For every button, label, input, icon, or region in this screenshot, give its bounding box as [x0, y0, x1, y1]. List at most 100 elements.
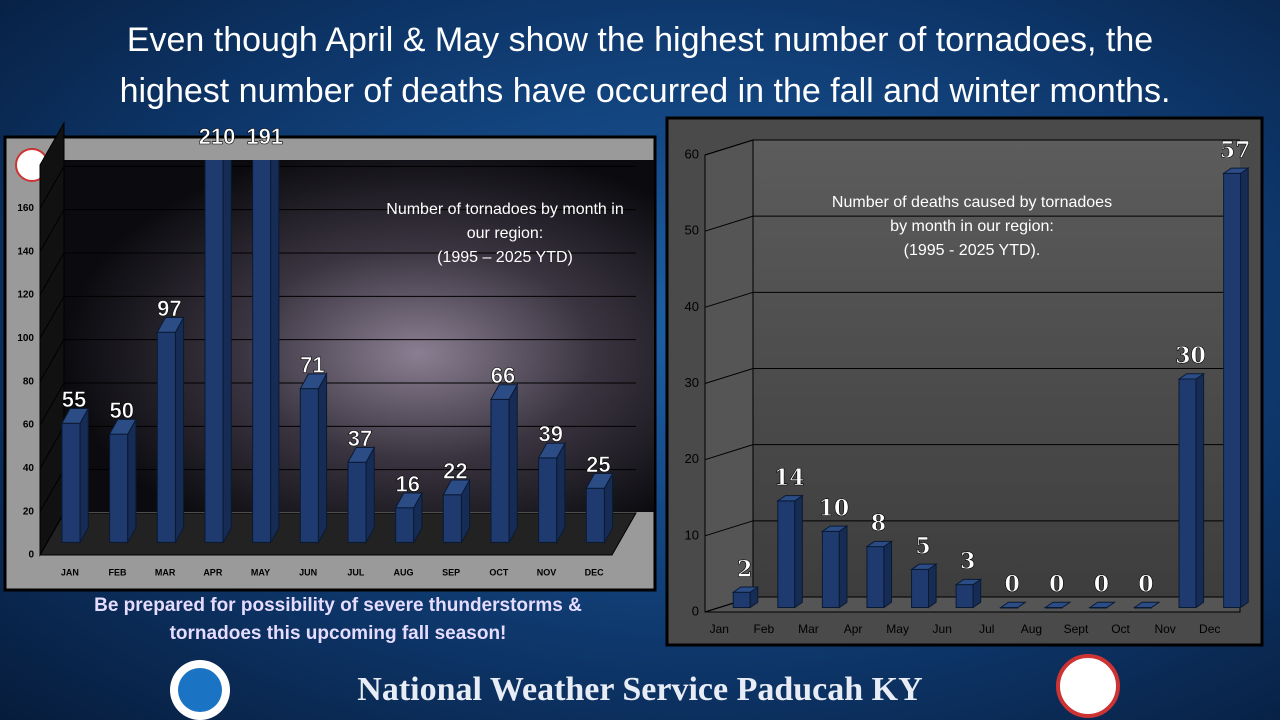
bars	[731, 167, 1250, 609]
value-label: 0	[1005, 572, 1020, 598]
nws-logo	[1056, 654, 1120, 718]
grid-line	[704, 444, 1240, 461]
value-label: 0	[1138, 572, 1153, 598]
x-tick-label: Dec	[1199, 622, 1220, 636]
bar-top	[61, 408, 90, 424]
bar	[156, 331, 176, 543]
value-label: 97	[157, 296, 181, 321]
note-line: Be prepared for possibility of severe th…	[94, 595, 582, 616]
bars	[61, 160, 614, 545]
value-label: 10	[819, 495, 850, 521]
grid-line	[39, 295, 636, 339]
grid-line	[39, 209, 636, 252]
y-tick-label: 100	[17, 333, 34, 344]
title-line: highest number of deaths have occurred i…	[120, 72, 1171, 110]
x-tick-label: NOV	[537, 567, 557, 577]
bar-side	[508, 382, 518, 545]
value-label: 55	[62, 387, 86, 412]
x-tick-label: Oct	[1111, 622, 1130, 636]
grid-line	[704, 215, 1240, 232]
value-label: 3	[960, 549, 975, 575]
grid-line	[39, 382, 636, 426]
bar-side	[838, 525, 848, 609]
bar-side	[317, 371, 328, 545]
x-tick-label: Apr	[844, 622, 863, 636]
value-label: 0	[1094, 572, 1109, 598]
chart-annotation: Number of tornadoes by month in	[386, 201, 623, 218]
bar-side	[365, 445, 375, 545]
bar-top	[1177, 373, 1206, 380]
value-label: 66	[491, 363, 515, 388]
x-tick-label: Nov	[1154, 622, 1175, 636]
y-tick-label: 30	[685, 375, 699, 390]
x-tick-label: May	[886, 622, 909, 636]
bar	[1178, 378, 1197, 608]
y-tick-label: 60	[685, 146, 699, 161]
bar-side	[222, 160, 232, 545]
grid-line	[704, 520, 1240, 537]
value-label: 210	[199, 124, 236, 149]
bar	[61, 422, 81, 543]
value-label: 191	[246, 124, 283, 149]
bar-top	[954, 578, 983, 586]
y-tick-label: 140	[17, 246, 34, 257]
bar	[955, 584, 974, 609]
footer: National Weather Service Paducah KY	[357, 671, 922, 708]
bar	[732, 591, 751, 608]
noaa-logo-inner	[178, 668, 222, 712]
value-label: 71	[300, 352, 324, 377]
x-tick-label: AUG	[394, 567, 414, 577]
bar	[1223, 172, 1242, 608]
x-tick-label: JAN	[61, 567, 79, 577]
grid-line	[704, 291, 1240, 308]
chart-annotation: our region:	[467, 225, 544, 242]
grid-line	[39, 339, 636, 382]
x-tick-label: OCT	[489, 567, 509, 577]
bar-top	[1132, 601, 1161, 608]
y-tick-label: 10	[685, 527, 699, 542]
bar-side	[794, 494, 803, 609]
x-tick-label: JUL	[347, 567, 365, 577]
bar-side	[927, 563, 937, 609]
bar-side	[1240, 167, 1249, 609]
bar-side	[127, 417, 137, 545]
bar-side	[79, 406, 89, 545]
bar-top	[731, 586, 760, 593]
value-label: 2	[737, 556, 752, 582]
y-tick-label: 120	[17, 290, 34, 301]
grid-line	[704, 139, 1240, 156]
y-tick-label: 50	[685, 223, 699, 238]
bar-top	[776, 495, 804, 502]
bar-top	[537, 442, 566, 459]
chart-annotation: Number of deaths caused by tornadoes	[832, 194, 1112, 211]
bar-side	[556, 441, 566, 545]
x-tick-label: Feb	[754, 622, 775, 636]
y-tick-label: 20	[23, 506, 35, 517]
bar-side	[883, 540, 893, 609]
value-label: 57	[1220, 137, 1251, 163]
grid-line	[39, 165, 636, 209]
bar	[538, 457, 558, 543]
y-tick-label: 0	[692, 603, 699, 618]
bar	[490, 398, 510, 543]
bar	[252, 160, 272, 543]
x-tick-label: FEB	[109, 567, 128, 577]
value-label: 25	[586, 452, 610, 477]
grid-line	[39, 252, 636, 296]
x-tick-label: Sept	[1064, 622, 1089, 636]
bar-top	[442, 479, 471, 496]
bar-top	[865, 540, 894, 548]
value-label: 37	[348, 426, 372, 451]
x-tick-label: Jan	[710, 622, 729, 636]
value-label: 30	[1175, 343, 1206, 369]
bar	[395, 507, 415, 543]
bar-top	[299, 373, 328, 390]
y-tick-label: 80	[23, 376, 35, 387]
bar-side	[1195, 372, 1205, 609]
bar	[347, 461, 367, 543]
bar-top	[909, 563, 938, 570]
bar	[585, 487, 605, 543]
x-tick-label: Jun	[933, 622, 952, 636]
bar-side	[270, 160, 280, 545]
